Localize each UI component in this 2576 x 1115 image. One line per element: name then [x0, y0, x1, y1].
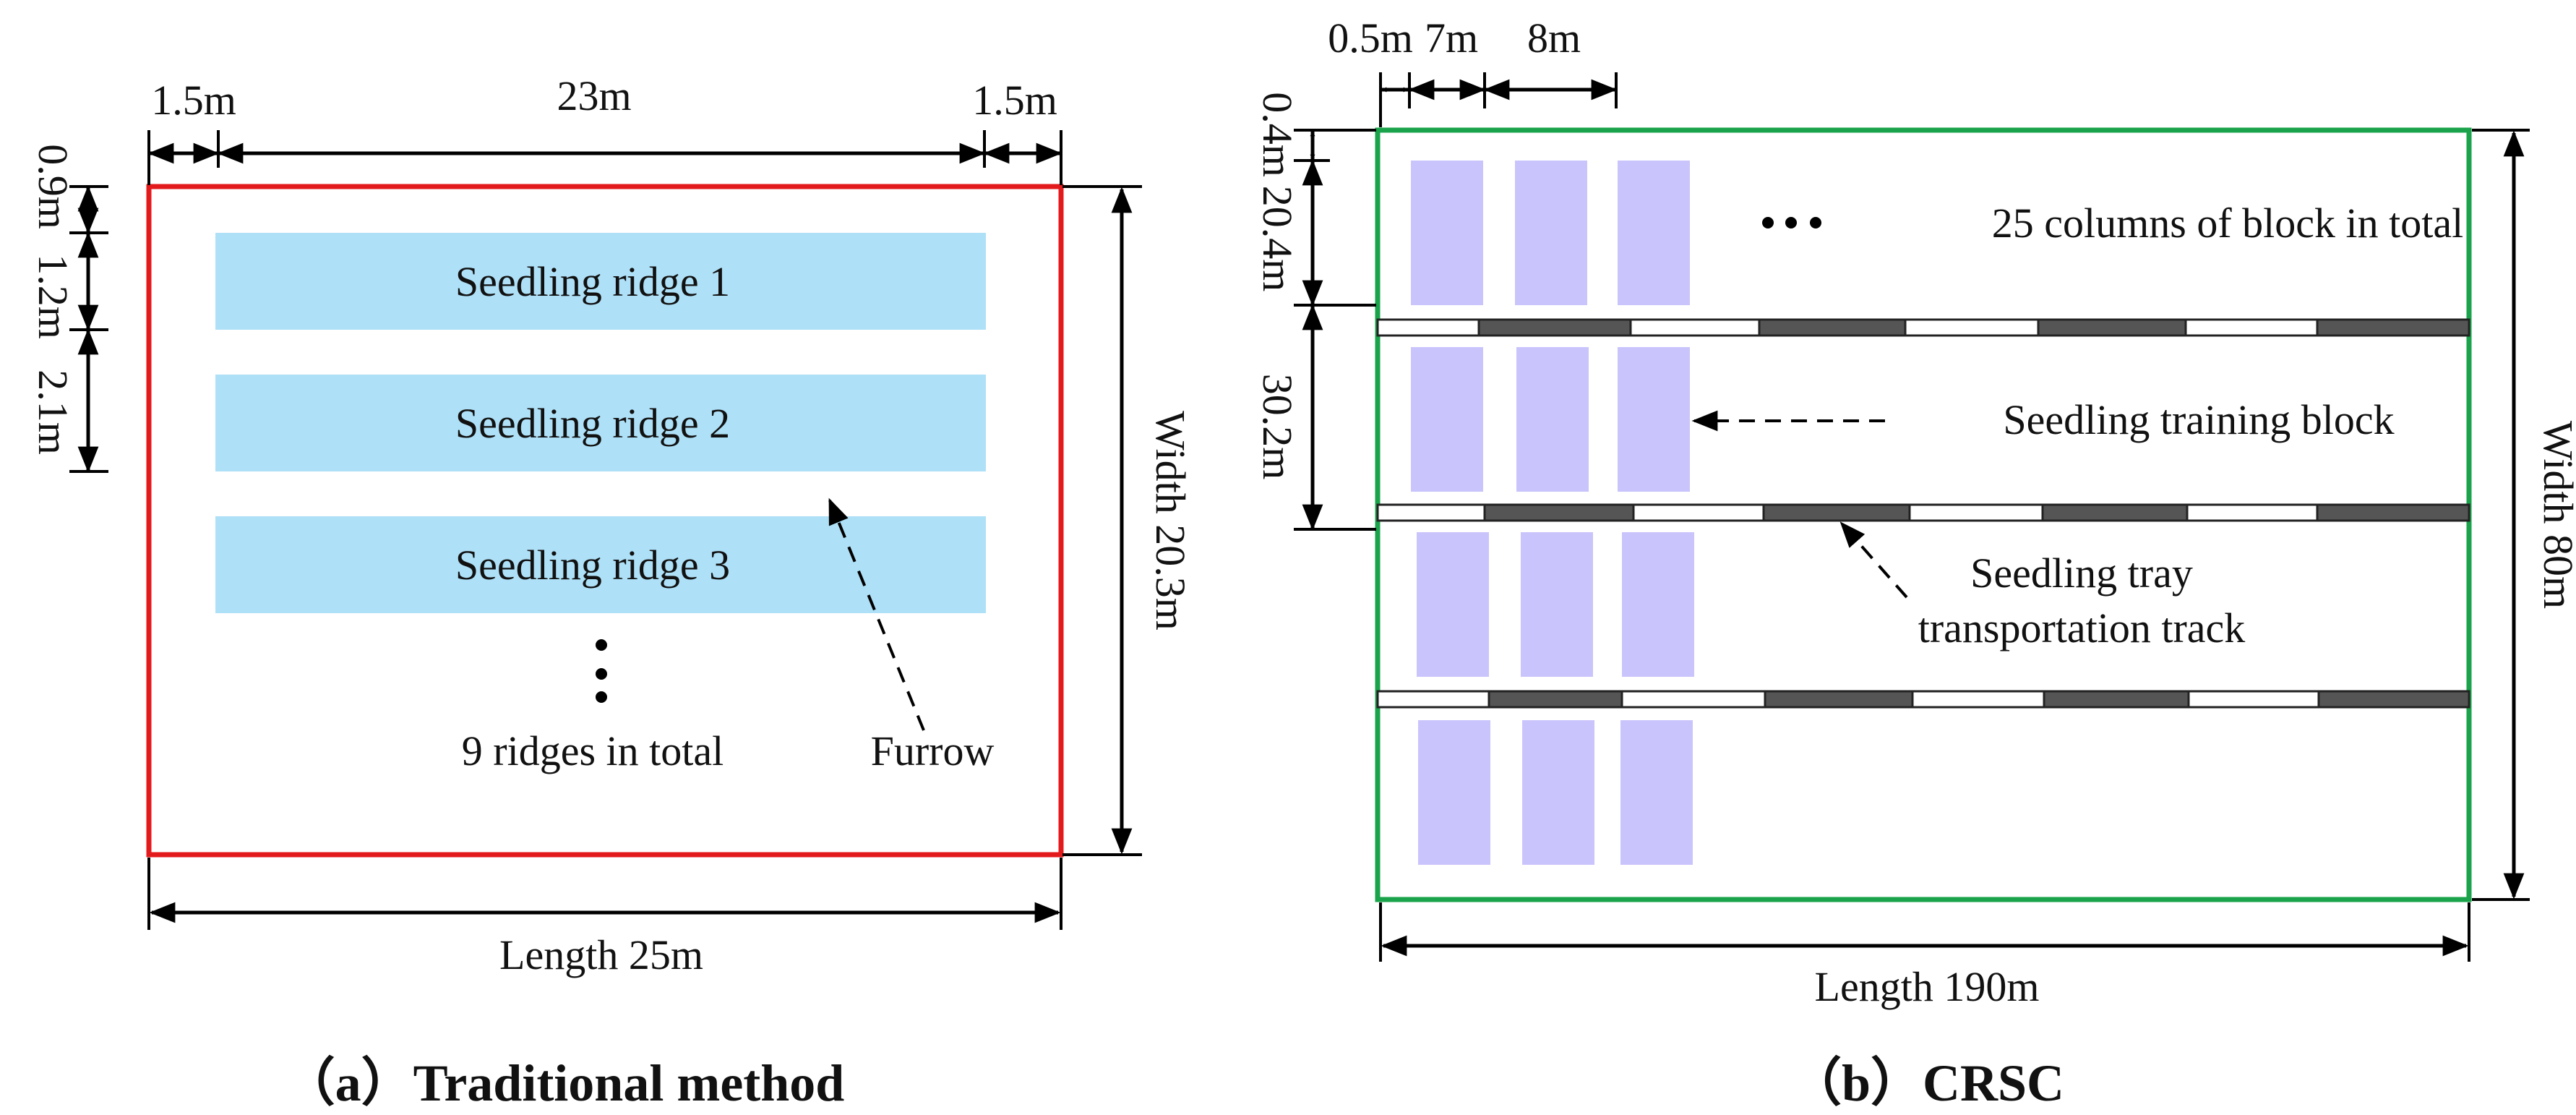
panel-traditional: Seedling ridge 1 Seedling ridge 2 Seedli… — [30, 72, 1194, 1112]
dim-top-1-label: 0.5m — [1328, 14, 1413, 61]
training-block — [1515, 161, 1587, 305]
dim-left-1-label: 0.9m — [30, 144, 77, 229]
furrow-pointer — [828, 497, 925, 731]
ellipsis-dot — [1785, 217, 1797, 228]
dim-top-left-label: 1.5m — [151, 77, 236, 124]
ellipsis-dot — [1762, 217, 1774, 228]
training-block — [1521, 532, 1593, 677]
dim-left-2-label: 1.2m — [30, 254, 77, 339]
caption-crsc: （b）CRSC — [1790, 1054, 2064, 1112]
dim-left-2-label: 20.4m — [1254, 186, 1301, 292]
length-label-traditional: Length 25m — [499, 931, 703, 978]
seedling-ridge-3 — [215, 516, 986, 613]
training-block — [1411, 347, 1483, 492]
transport-track-1 — [1376, 318, 2470, 337]
seedling-ridge-1 — [215, 233, 986, 330]
track-pointer — [1839, 521, 1908, 599]
length-label-crsc: Length 190m — [1815, 963, 2040, 1010]
track-label-line2: transportation track — [1918, 605, 2246, 652]
ellipsis-dot — [596, 691, 607, 703]
ridge-label-1: Seedling ridge 1 — [455, 258, 730, 305]
training-block — [1620, 720, 1693, 865]
columns-total-label: 25 columns of block in total — [1992, 200, 2463, 247]
training-block — [1418, 720, 1490, 865]
training-block — [1417, 532, 1489, 677]
dim-left-1-label: 0.4m — [1254, 92, 1301, 177]
transport-track-2 — [1376, 503, 2470, 522]
dim-top-3-label: 8m — [1527, 14, 1581, 61]
dim-top-mid-label: 23m — [557, 72, 631, 119]
dim-top-2-label: 7m — [1425, 14, 1478, 61]
dim-left-3-label: 2.1m — [30, 369, 77, 455]
width-label-crsc: Width 80m — [2535, 421, 2576, 609]
ridges-total-label: 9 ridges in total — [462, 727, 724, 774]
transport-track-3 — [1376, 690, 2470, 709]
training-block — [1618, 347, 1690, 492]
width-label-traditional: Width 20.3m — [1147, 411, 1194, 631]
traditional-field-border — [146, 184, 1064, 858]
seedling-ridge-2 — [215, 375, 986, 471]
block-label: Seedling training block — [2003, 396, 2394, 443]
panel-crsc: 25 columns of block in total Seedling tr… — [1254, 14, 2576, 1112]
ellipsis-dot — [596, 639, 607, 651]
training-block — [1622, 532, 1694, 677]
training-block — [1516, 347, 1589, 492]
ridge-label-2: Seedling ridge 2 — [455, 400, 730, 447]
caption-traditional: （a）Traditional method — [283, 1054, 845, 1112]
training-block — [1411, 161, 1483, 305]
furrow-label: Furrow — [871, 727, 995, 774]
ridge-label-3: Seedling ridge 3 — [455, 542, 730, 589]
training-block — [1618, 161, 1690, 305]
training-block — [1522, 720, 1594, 865]
dim-left-3-label: 30.2m — [1254, 374, 1301, 480]
ellipsis-dot — [596, 668, 607, 680]
dim-top-right-label: 1.5m — [972, 77, 1057, 124]
track-label-line1: Seedling tray — [1970, 550, 2193, 597]
ellipsis-dot — [1810, 217, 1821, 228]
